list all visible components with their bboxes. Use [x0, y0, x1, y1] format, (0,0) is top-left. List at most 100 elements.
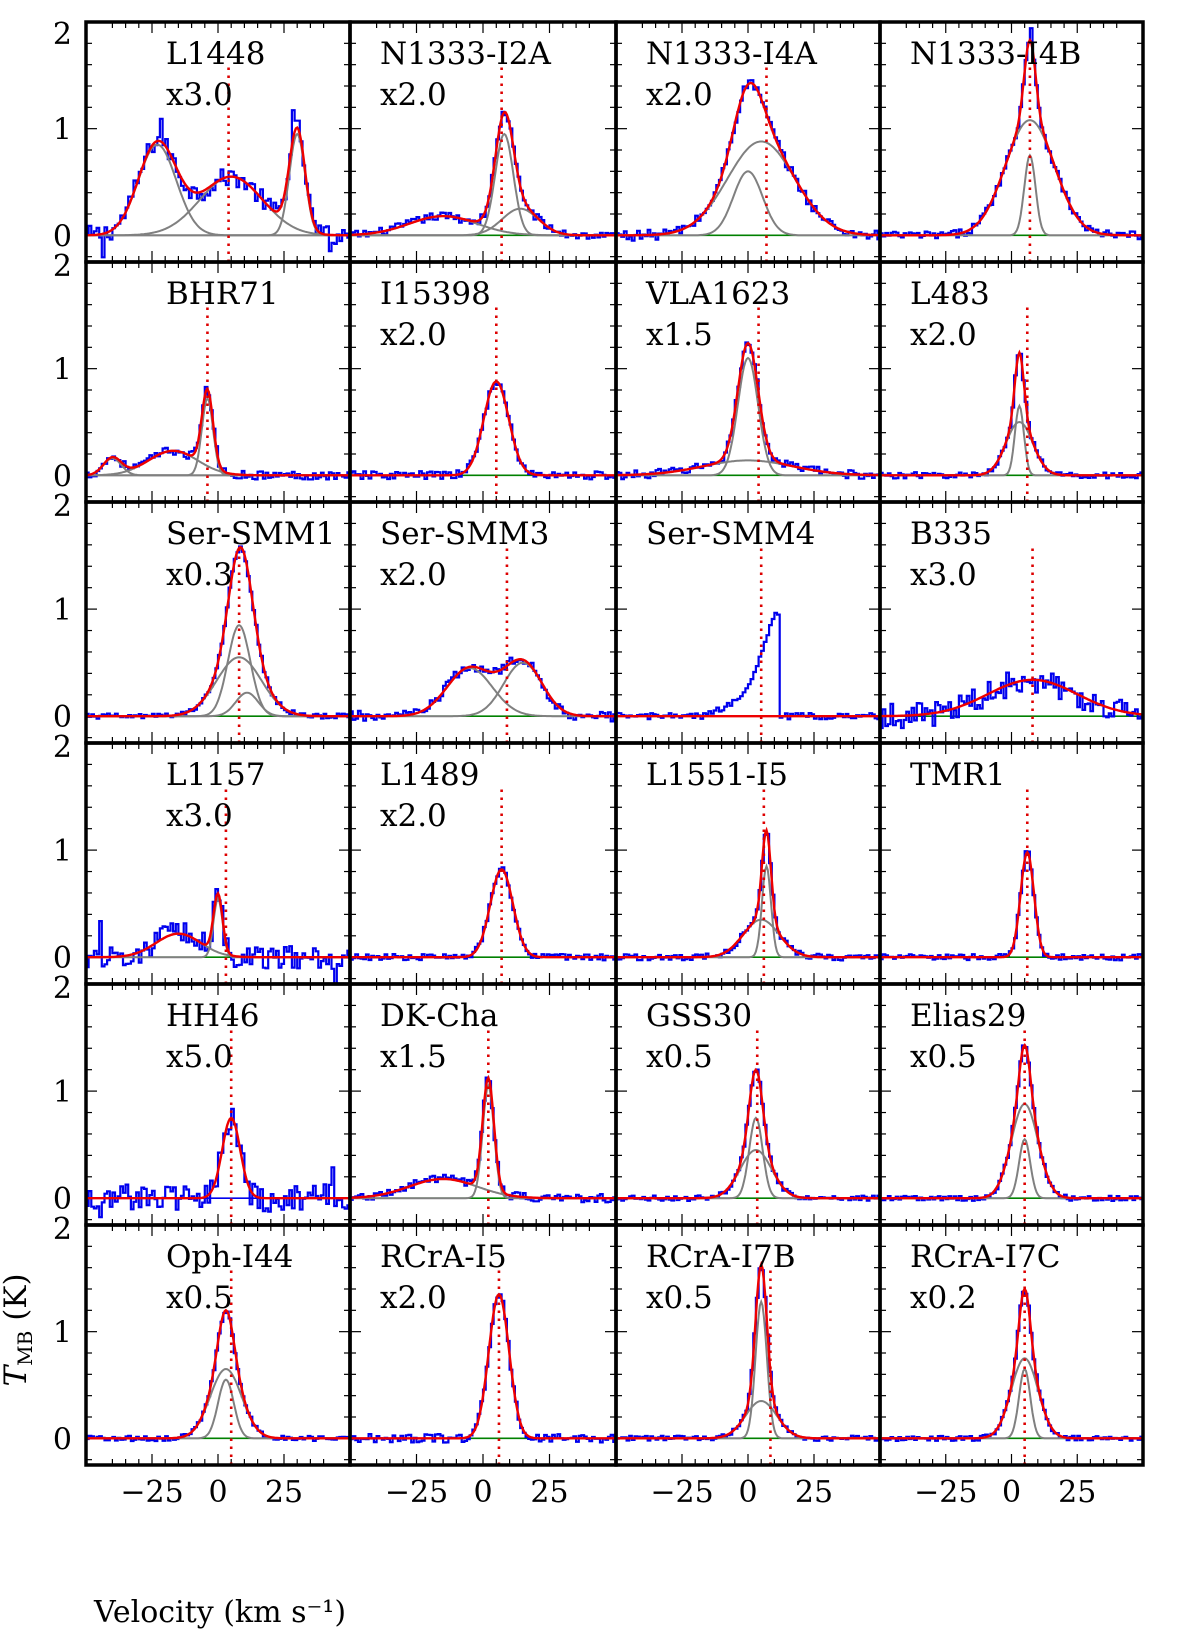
panel-source-name: I15398: [380, 276, 491, 312]
panel-l1157: L1157 x3.0: [84, 741, 352, 986]
gaussian-component-2: [616, 140, 880, 237]
x-axis-label: Velocity (km s⁻¹): [93, 1595, 346, 1630]
observed-spectrum: [616, 341, 880, 481]
gaussian-component-1: [86, 624, 350, 718]
total-fit: [880, 349, 1143, 477]
panel-plot-area: [86, 984, 350, 1225]
panel-source-name: L1489: [380, 757, 479, 793]
x-tick-label: −25: [914, 1475, 977, 1510]
y-tick-label: 1: [53, 593, 72, 628]
panel-scale-factor: x0.5: [646, 1280, 713, 1316]
x-tick-label: 25: [795, 1475, 833, 1510]
panel-source-name: DK-Cha: [380, 998, 498, 1034]
x-tick-label: 25: [265, 1475, 303, 1510]
panel-source-name: L483: [910, 276, 990, 312]
panel-grid: L1448x3.0N1333-I2Ax2.0N1333-I4Ax2.0N1333…: [53, 17, 1145, 1510]
y-tick-label: 0: [53, 1422, 72, 1457]
panel-ser-smm3: Ser-SMM3 x2.0: [348, 500, 618, 745]
panel-source-name: Ser-SMM1: [166, 516, 335, 552]
gaussian-component-1: [616, 1298, 880, 1440]
y-axis-label: TMB (K): [0, 1273, 37, 1386]
panel-plot-area: [350, 743, 616, 984]
total-fit: [86, 387, 350, 477]
gaussian-component-3: [350, 207, 616, 237]
panel-plot-area: [86, 22, 350, 262]
panel-vla1623: VLA1623 x1.5: [614, 260, 882, 504]
x-tick-label: 25: [530, 1475, 568, 1510]
axis-labels: Velocity (km s⁻¹) TMB (K): [0, 1273, 346, 1630]
gaussian-component-1: [86, 932, 350, 959]
total-fit: [880, 850, 1143, 959]
y-tick-label: 0: [53, 700, 72, 735]
x-tick-label: 0: [738, 1475, 757, 1510]
observed-spectrum: [350, 866, 616, 962]
gaussian-component-1: [86, 1378, 350, 1440]
panel-scale-factor: x2.0: [380, 557, 447, 593]
gaussian-component-2: [880, 119, 1143, 237]
y-tick-label: 2: [53, 489, 72, 524]
panel-plot-area: [86, 743, 350, 984]
panel-l1448: L1448 x3.0: [84, 20, 352, 264]
panel-scale-factor: x2.0: [380, 1280, 447, 1316]
observed-spectrum: [350, 656, 616, 723]
gaussian-component-2: [880, 420, 1143, 477]
x-tick-label: −25: [120, 1475, 183, 1510]
x-tick-label: 25: [1058, 1475, 1096, 1510]
total-fit: [350, 868, 616, 959]
gaussian-component-1: [880, 153, 1143, 237]
panel-source-name: N1333-I2A: [380, 36, 551, 72]
total-fit: [616, 341, 880, 477]
observed-spectrum: [616, 1068, 880, 1202]
panel-source-name: RCrA-I7C: [910, 1239, 1060, 1275]
total-fit: [86, 545, 350, 718]
x-tick-label: 0: [1002, 1475, 1021, 1510]
gaussian-component-1: [616, 356, 880, 477]
observed-spectrum: [86, 1107, 350, 1219]
panel-scale-factor: x2.0: [380, 77, 447, 113]
y-tick-label: 1: [53, 353, 72, 388]
panel-source-name: Ser-SMM4: [646, 516, 815, 552]
observed-spectrum: [350, 1076, 616, 1204]
total-fit: [880, 37, 1143, 237]
panel-source-name: N1333-I4A: [646, 36, 817, 72]
observed-spectrum: [880, 850, 1143, 962]
panel-scale-factor: x1.5: [646, 317, 713, 353]
panel-n1333-i4a: N1333-I4A x2.0: [614, 20, 882, 264]
total-fit: [86, 1116, 350, 1200]
panel-plot-area: [86, 262, 350, 502]
panel-source-name: N1333-I4B: [910, 36, 1081, 72]
panel-plot-area: [86, 1225, 350, 1465]
panel-source-name: Elias29: [910, 998, 1026, 1034]
gaussian-component-2: [880, 1102, 1143, 1200]
observed-spectrum: [616, 832, 880, 962]
observed-spectrum: [616, 611, 880, 721]
total-fit: [616, 826, 880, 959]
gaussian-component-1: [616, 863, 880, 959]
panel-source-name: GSS30: [646, 998, 752, 1034]
panel-oph-i44: Oph-I44 x0.5: [84, 1223, 352, 1467]
y-tick-label: 2: [53, 249, 72, 284]
y-axis-label-main: T: [0, 1364, 34, 1387]
panel-source-name: RCrA-I7B: [646, 1239, 796, 1275]
panel-scale-factor: x1.5: [380, 1039, 447, 1075]
panel-rcra-i5: RCrA-I5 x2.0: [348, 1223, 618, 1467]
gaussian-component-1: [86, 143, 350, 237]
panel-scale-factor: x2.0: [910, 317, 977, 353]
panel-scale-factor: x0.2: [910, 1280, 977, 1316]
panel-source-name: L1157: [166, 757, 265, 793]
panel-hh46: HH46 x5.0: [84, 982, 352, 1227]
panel-ser-smm4: Ser-SMM4: [614, 500, 882, 745]
panel-tmr1: TMR1: [878, 741, 1145, 986]
panel-plot-area: [350, 502, 616, 743]
panel-plot-area: [616, 1225, 880, 1465]
y-tick-label: 1: [53, 834, 72, 869]
x-tick-label: 0: [208, 1475, 227, 1510]
y-tick-label: 1: [53, 113, 72, 148]
x-tick-label: −25: [650, 1475, 713, 1510]
panel-scale-factor: x3.0: [166, 798, 233, 834]
panel-scale-factor: x2.0: [646, 77, 713, 113]
panel-b335: B335 x3.0: [878, 500, 1145, 745]
panel-plot-area: [880, 22, 1143, 262]
y-tick-label: 0: [53, 219, 72, 254]
panel-source-name: VLA1623: [645, 276, 790, 312]
